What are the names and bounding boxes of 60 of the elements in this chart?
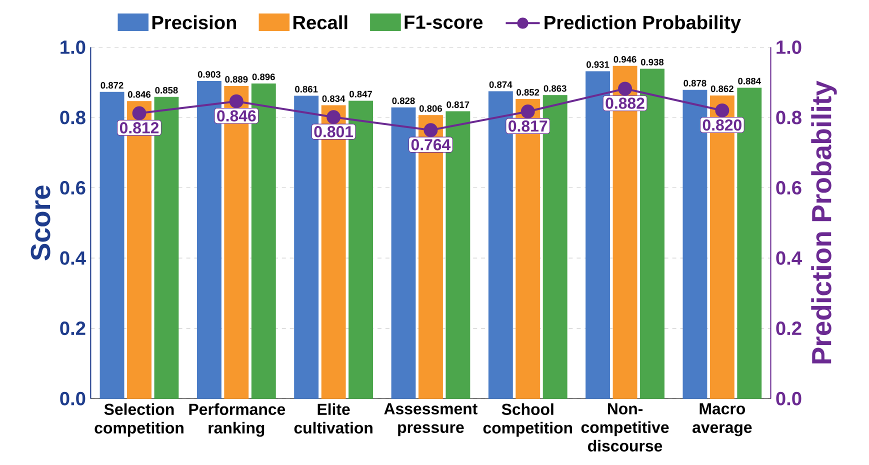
y2-tick-label: 0.2: [776, 322, 802, 336]
x-tick-label: Assessment pressure: [384, 403, 478, 436]
data-label: 0.828: [392, 98, 415, 104]
x-tick-label: Macro average: [692, 403, 752, 436]
x-tick-label: Elite cultivation: [294, 403, 372, 434]
y2-axis-title: Prediction Probability: [811, 80, 837, 364]
data-label: 0.878: [684, 80, 706, 87]
data-label: 0.834: [322, 96, 346, 102]
data-label: 0.884: [738, 78, 761, 85]
legend-label: Prediction Probability: [544, 15, 741, 34]
data-label: 0.896: [252, 74, 275, 80]
x-tick-label: Performance ranking: [189, 403, 286, 437]
data-label: 0.863: [544, 85, 566, 92]
data-label: 0.862: [710, 86, 734, 92]
point: [715, 104, 730, 118]
y-tick-label: 0.4: [60, 251, 86, 265]
data-label: 0.858: [155, 87, 178, 94]
data-label: 0.861: [295, 86, 318, 93]
y-tick-label: 0.0: [60, 392, 86, 406]
data-label: 0.806: [419, 105, 442, 112]
point: [132, 106, 146, 120]
x-tick-label: Selection competition: [94, 403, 184, 437]
data-label: 0.764: [411, 139, 451, 150]
data-label: 0.938: [640, 58, 664, 66]
point: [326, 110, 341, 124]
data-label: 0.874: [489, 81, 512, 88]
y2-tick-label: 0.0: [776, 392, 802, 406]
point: [424, 123, 438, 138]
data-label: 0.852: [516, 89, 540, 96]
y-tick-label: 0.6: [60, 181, 86, 195]
legend-label: Recall: [293, 15, 348, 30]
data-label: 0.846: [128, 91, 151, 98]
y-tick-label: 0.8: [60, 110, 86, 124]
point: [229, 94, 244, 108]
x-tick-label: School competition: [483, 403, 572, 437]
data-label: 0.817: [508, 120, 548, 132]
y2-tick-label: 0.8: [776, 110, 802, 124]
point: [520, 104, 535, 119]
data-label: 0.812: [120, 122, 159, 134]
data-label: 0.931: [586, 61, 610, 68]
y2-tick-label: 0.4: [776, 251, 802, 265]
y-axis-title: Score: [30, 186, 50, 261]
y2-tick-label: 0.6: [776, 181, 802, 195]
data-label: 0.946: [614, 56, 636, 63]
data-label: 0.817: [446, 102, 470, 108]
data-label: 0.846: [217, 110, 256, 122]
legend-label: Precision: [152, 15, 236, 30]
x-tick-label: Non-competitive discourse: [581, 403, 669, 452]
y-tick-label: 1.0: [60, 40, 86, 54]
data-label: 0.872: [100, 82, 124, 89]
data-label: 0.847: [350, 90, 372, 98]
data-label: 0.903: [198, 71, 220, 78]
data-label: 0.820: [702, 120, 742, 131]
data-label: 0.889: [225, 76, 248, 83]
data-label: 0.882: [606, 98, 644, 109]
data-label: 0.801: [314, 126, 354, 138]
y2-tick-label: 1.0: [776, 40, 802, 54]
y-tick-label: 0.2: [60, 322, 86, 336]
legend-label: F1-score: [404, 16, 483, 30]
point: [618, 82, 632, 96]
